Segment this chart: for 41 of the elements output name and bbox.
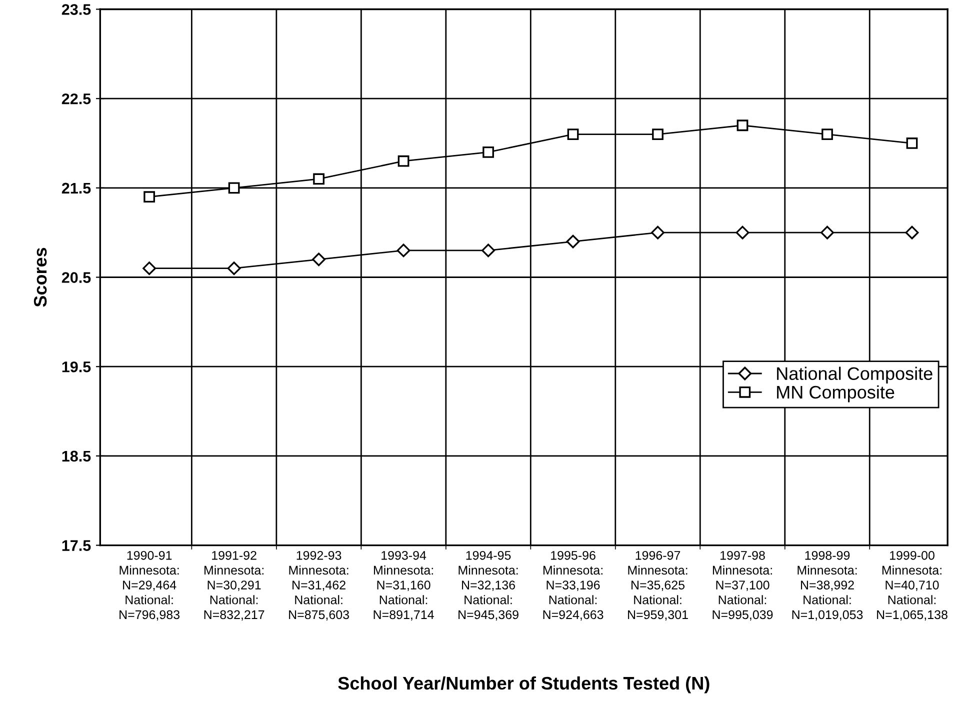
x-tick-label: 1990-91 Minnesota: N=29,464 National: N=796,983: [120, 550, 180, 621]
y-tick-label: 17.5: [62, 540, 91, 551]
point: [822, 128, 833, 140]
x-tick-label: 1996-97 Minnesota: N=35,625 National: N=959,301: [628, 550, 688, 621]
point: [567, 128, 579, 140]
legend-label: MN Composite: [777, 385, 894, 402]
point: [566, 234, 580, 248]
point: [398, 155, 410, 167]
legend-label: National Composite: [777, 366, 932, 384]
y-axis-title: Scores: [34, 248, 47, 307]
point: [482, 244, 496, 258]
point: [227, 262, 241, 276]
y-tick-label: 23.5: [62, 4, 91, 15]
point: [905, 226, 919, 240]
x-tick-label: 1994-95 Minnesota: N=32,136 National: N=945,369: [458, 550, 518, 621]
y-tick-label: 22.5: [62, 93, 91, 104]
point: [736, 226, 750, 240]
point: [144, 191, 155, 203]
x-tick-label: 1995-96 Minnesota: N=33,196 National: N=924,663: [543, 550, 604, 621]
x-tick-label: 1997-98 Minnesota: N=37,100 National: N=995,039: [712, 550, 773, 621]
x-tick-label: 1991-92 Minnesota: N=30,291 National: N=832,217: [204, 550, 264, 621]
y-tick-label: 20.5: [62, 272, 91, 283]
x-tick-label: 1993-94 Minnesota: N=31,160 National: N=891,714: [374, 550, 434, 621]
x-tick-label: 1999-00 Minnesota: N=40,710 National: N=1,065,138: [877, 550, 948, 621]
point: [312, 252, 326, 266]
point: [652, 128, 664, 140]
point: [228, 182, 240, 194]
point: [313, 173, 324, 185]
y-tick-label: 21.5: [62, 182, 91, 194]
point: [736, 120, 748, 132]
point: [906, 138, 918, 149]
x-tick-label: 1998-99 Minnesota: N=38,992 National: N=1,019,053: [792, 550, 863, 621]
point: [142, 262, 156, 276]
y-tick-label: 19.5: [62, 361, 91, 372]
point: [651, 226, 664, 240]
x-tick-label: 1992-93 Minnesota: N=31,462 National: N=875,603: [289, 550, 349, 621]
point: [820, 226, 834, 240]
point: [396, 244, 410, 258]
point: [482, 146, 494, 158]
y-tick-label: 18.5: [62, 450, 91, 462]
x-axis-title: School Year/Number of Students Tested (N): [338, 676, 710, 694]
